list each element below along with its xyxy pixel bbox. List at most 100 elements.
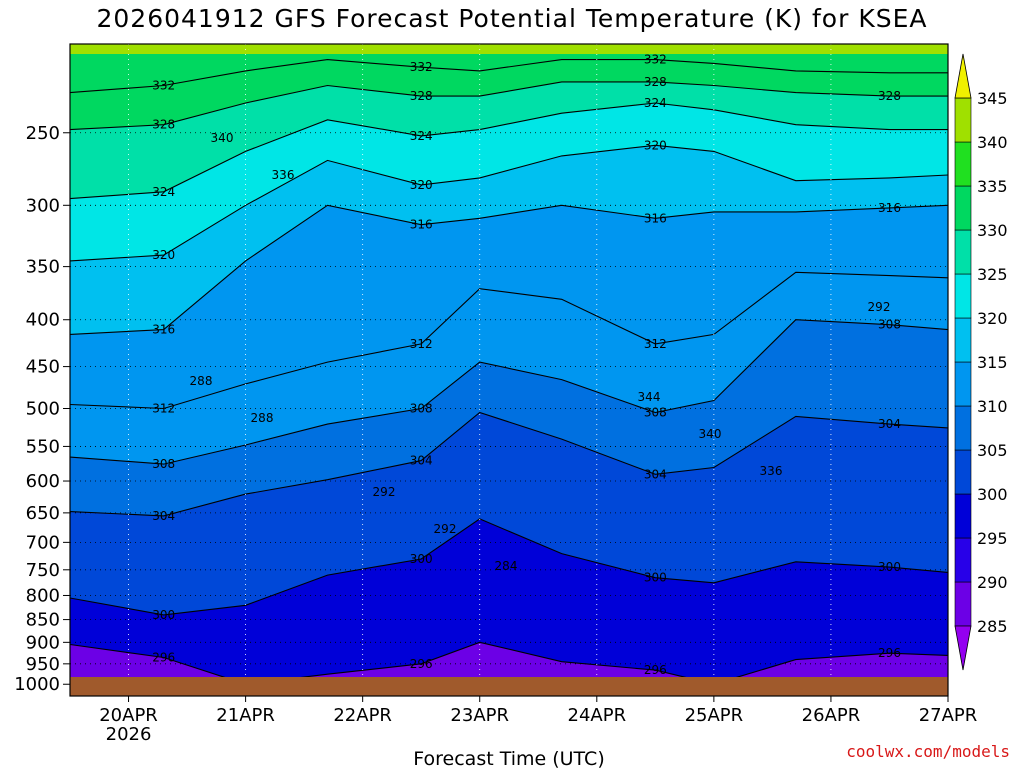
contour-label: 324: [410, 129, 433, 143]
contour-line-300: [70, 518, 948, 616]
contour-label: 304: [152, 509, 175, 523]
colorbar-extend-top: [954, 53, 972, 99]
contour-label: 296: [644, 663, 667, 677]
contour-line-320: [70, 144, 948, 262]
contour-line-308: [70, 319, 948, 465]
colorbar-label: 315: [977, 353, 1008, 372]
ground-strip: [70, 677, 948, 696]
y-tick-label: 900: [26, 632, 60, 653]
colorbar-label: 335: [977, 177, 1008, 196]
band-332: [70, 44, 948, 93]
colorbar-swatch-285: [954, 581, 972, 627]
contour-label: 288: [190, 374, 213, 388]
y-tick-label: 750: [26, 560, 60, 581]
contour-label: 288: [251, 411, 274, 425]
colorbar-swatch-300: [954, 449, 972, 495]
colorbar-label: 290: [977, 573, 1008, 592]
colorbar-label: 285: [977, 617, 1008, 636]
contour-label: 340: [699, 427, 722, 441]
y-tick-label: 1000: [14, 674, 60, 695]
contour-label: 324: [644, 96, 667, 110]
colorbar-label: 340: [977, 133, 1008, 152]
y-tick-label: 450: [26, 357, 60, 378]
contour-label: 300: [410, 552, 433, 566]
contour-label: 336: [760, 464, 783, 478]
band-top: [70, 44, 948, 54]
contour-label: 296: [152, 651, 175, 665]
contour-label: 312: [152, 402, 175, 416]
contour-label: 320: [644, 138, 667, 152]
source-credit: coolwx.com/models: [846, 742, 1010, 761]
contour-label: 344: [638, 390, 661, 404]
x-tick-label: 22APR: [333, 705, 392, 726]
contour-label: 312: [644, 337, 667, 351]
x-tick-label: 25APR: [685, 705, 744, 726]
contour-label: 336: [272, 168, 295, 182]
y-tick-label: 600: [26, 471, 60, 492]
contour-label: 300: [878, 560, 901, 574]
contour-line-328: [70, 81, 948, 131]
x-tick-label: 27APR: [919, 705, 978, 726]
contour-label: 304: [878, 417, 901, 431]
grid-lines: [70, 44, 948, 696]
contour-label: 296: [410, 657, 433, 671]
plot-frame: [69, 43, 949, 697]
y-tick-label: 500: [26, 399, 60, 420]
contour-label: 328: [410, 89, 433, 103]
x-tick-label: 26APR: [802, 705, 861, 726]
contour-label: 332: [152, 79, 175, 93]
colorbar-label: 305: [977, 441, 1008, 460]
contour-label: 340: [211, 131, 234, 145]
x-tick-sublabel: 2026: [106, 724, 152, 745]
colorbar-swatch-340: [954, 97, 972, 143]
contour-label: 328: [152, 118, 175, 132]
colorbar-extend-bottom: [954, 625, 972, 671]
contour-line-312: [70, 271, 948, 410]
chart-title: 2026041912 GFS Forecast Potential Temper…: [96, 4, 928, 33]
x-tick-label: 24APR: [568, 705, 627, 726]
contour-label: 284: [495, 559, 518, 573]
contour-label: 292: [373, 485, 396, 499]
y-tick-label: 250: [26, 123, 60, 144]
x-tick-label: 21APR: [216, 705, 275, 726]
contour-label: 316: [878, 201, 901, 215]
contour-label: 328: [878, 89, 901, 103]
contour-label: 316: [644, 211, 667, 225]
y-tick-label: 800: [26, 585, 60, 606]
colorbar-label: 325: [977, 265, 1008, 284]
colorbar-swatch-330: [954, 185, 972, 231]
contour-label: 308: [152, 457, 175, 471]
contour-label: 328: [644, 75, 667, 89]
y-tick-label: 950: [26, 654, 60, 675]
y-tick-label: 650: [26, 503, 60, 524]
contour-label: 292: [434, 522, 457, 536]
y-tick-label: 850: [26, 610, 60, 631]
contour-label: 308: [644, 406, 667, 420]
contour-label: 320: [410, 178, 433, 192]
contour-line-304: [70, 411, 948, 517]
colorbar-swatch-305: [954, 405, 972, 451]
y-tick-label: 550: [26, 436, 60, 457]
y-tick-label: 400: [26, 310, 60, 331]
contour-label: 332: [410, 60, 433, 74]
colorbar-label: 330: [977, 221, 1008, 240]
x-tick-label: 23APR: [450, 705, 509, 726]
contour-label: 316: [410, 218, 433, 232]
x-axis-label: Forecast Time (UTC): [413, 748, 604, 768]
colorbar-label: 295: [977, 529, 1008, 548]
colorbar-label: 310: [977, 397, 1008, 416]
band-328: [70, 44, 948, 130]
colorbar-label: 300: [977, 485, 1008, 504]
filled-contours: [70, 44, 948, 696]
contour-label: 304: [644, 467, 667, 481]
y-tick-label: 300: [26, 195, 60, 216]
contour-label: 300: [152, 608, 175, 622]
colorbar-swatch-295: [954, 493, 972, 539]
contour-labels: 328 332 340 336 328 324 332 328 324 344 340 336 332 3…: [152, 53, 901, 677]
colorbar-swatch-320: [954, 273, 972, 319]
colorbar-swatch-325: [954, 229, 972, 275]
contour-label: 292: [868, 300, 891, 314]
contour-line-332: [70, 59, 948, 94]
